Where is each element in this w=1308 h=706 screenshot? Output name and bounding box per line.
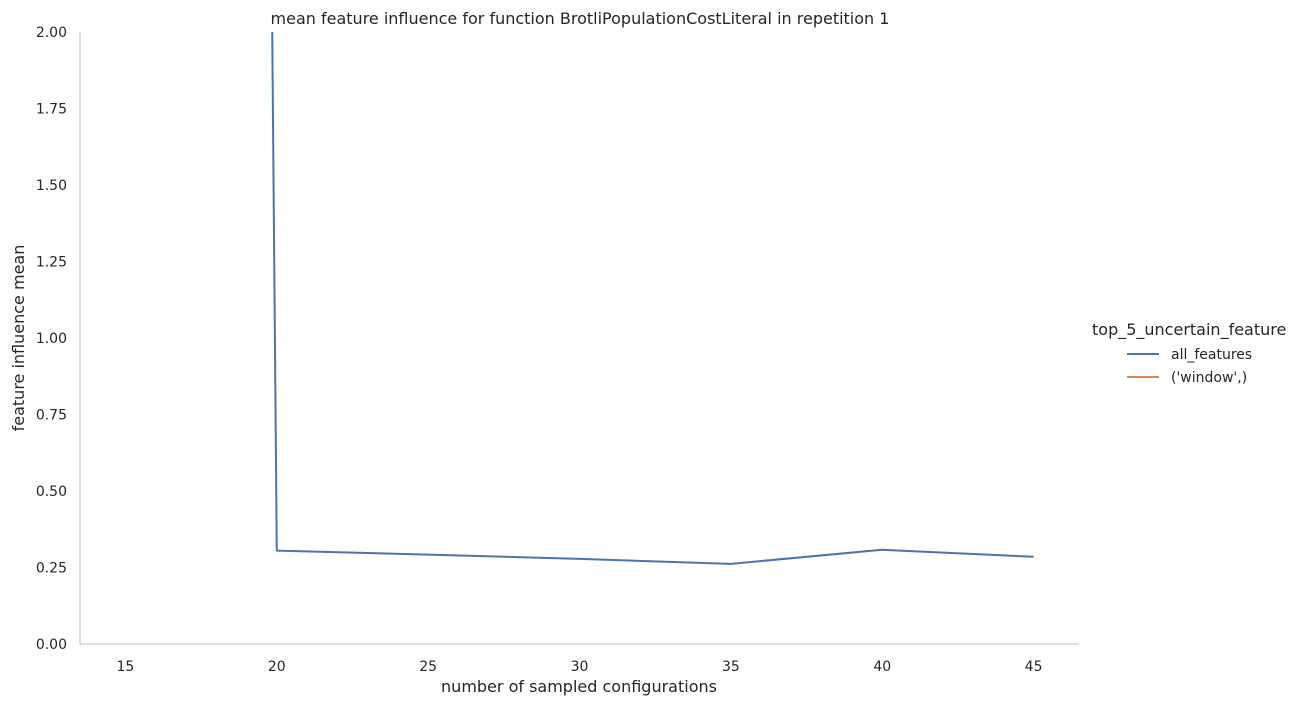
legend-label: ('window',) (1171, 370, 1247, 386)
x-tick-label: 20 (268, 659, 286, 675)
x-tick-label: 40 (873, 659, 891, 675)
legend: top_5_uncertain_feature all_features ('wi… (1092, 320, 1286, 386)
y-tick-label: 1.25 (36, 255, 67, 271)
y-tick-label: 0.50 (36, 484, 67, 500)
legend-label: all_features (1171, 347, 1252, 363)
x-tick-label: 25 (419, 659, 437, 675)
y-tick-label: 0.00 (36, 637, 67, 653)
x-axis-title: number of sampled configurations (441, 677, 717, 696)
y-axis-ticks: 0.00 0.25 0.50 0.75 1.00 1.25 1.50 1.75 2.00 (36, 25, 67, 653)
x-tick-label: 45 (1025, 659, 1043, 675)
x-tick-label: 30 (571, 659, 589, 675)
y-tick-label: 1.00 (36, 331, 67, 347)
x-axis-ticks: 15 20 25 30 35 40 45 (116, 659, 1042, 675)
y-tick-label: 1.50 (36, 178, 67, 194)
y-axis-title: feature influence mean (9, 245, 28, 432)
y-tick-label: 0.25 (36, 561, 67, 577)
x-tick-label: 35 (722, 659, 740, 675)
series-layer (271, 31, 1034, 565)
x-tick-label: 15 (116, 659, 134, 675)
legend-title: top_5_uncertain_feature (1092, 320, 1286, 340)
series-line-all-features (271, 31, 1034, 565)
y-tick-label: 0.75 (36, 408, 67, 424)
y-tick-label: 1.75 (36, 102, 67, 118)
y-tick-label: 2.00 (36, 25, 67, 41)
chart-title: mean feature influence for function Brot… (271, 9, 890, 28)
